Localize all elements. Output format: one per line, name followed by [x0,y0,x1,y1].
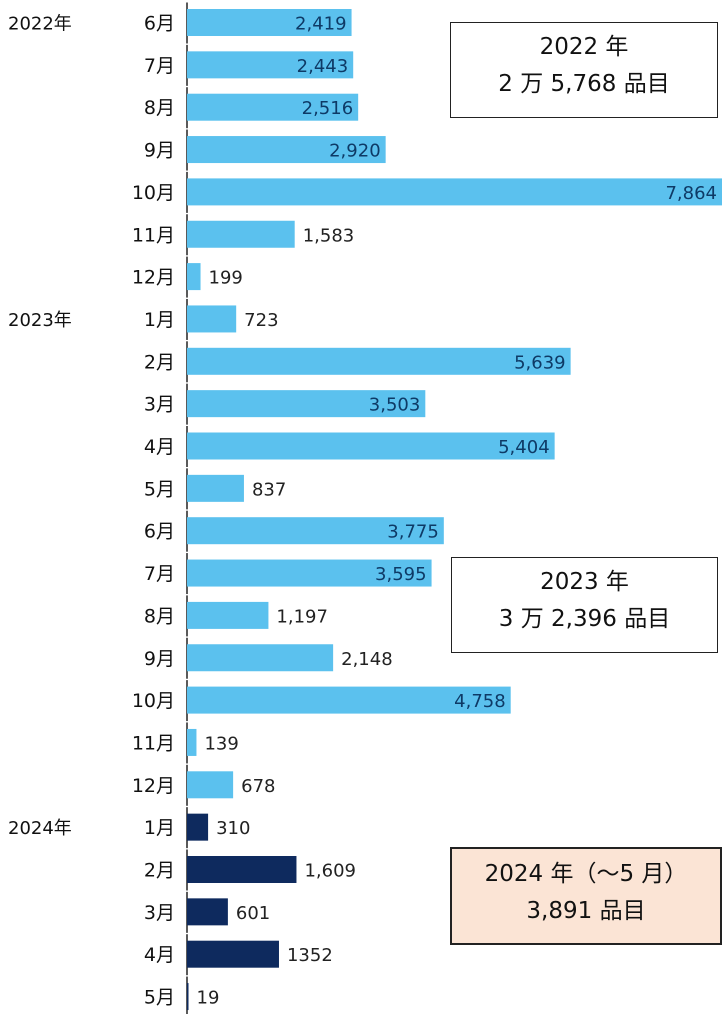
data-label: 723 [244,310,278,331]
bar [187,220,295,248]
bar [187,474,244,502]
data-label: 1,197 [276,606,328,627]
summary-2024-total: 3,891 品目 [526,898,646,924]
data-label: 1,583 [303,225,355,246]
bar [187,9,352,36]
month-label: 10月 [132,182,175,204]
month-label: 8月 [144,97,175,119]
summary-2022-year: 2022 年 [539,34,629,60]
bar [187,93,359,121]
month-label: 7月 [144,563,175,585]
month-label: 6月 [144,13,175,35]
year-label: 2023年 [8,310,72,331]
summary-2024-year: 2024 年（～5 月） [484,861,688,887]
month-label: 11月 [132,224,175,246]
summary-box-2023: 2023 年 3 万 2,396 品目 [451,557,718,653]
data-label: 5,404 [498,437,550,458]
data-label: 310 [216,818,250,839]
data-label: 3,775 [387,522,439,543]
data-label: 3,595 [375,564,427,585]
summary-2023-year: 2023 年 [540,569,629,595]
bar [187,136,386,164]
data-label: 678 [241,776,275,797]
bar [187,686,511,714]
data-label: 199 [209,268,243,289]
summary-box-2024: 2024 年（～5 月） 3,891 品目 [450,847,722,945]
data-label: 4,758 [454,691,506,712]
data-label: 2,148 [341,649,393,670]
year-label: 2022年 [8,14,72,35]
bar [187,813,209,841]
bar [187,601,269,629]
summary-box-2022: 2022 年 2 万 5,768 品目 [450,22,718,118]
data-label: 7,864 [665,183,717,204]
bar [187,898,228,926]
bar [187,728,197,756]
month-label: 4月 [144,436,175,458]
month-label: 7月 [144,55,175,77]
bar [187,856,297,883]
data-label: 19 [197,988,220,1009]
data-label: 2,443 [297,56,349,77]
bar [187,305,237,333]
month-label: 8月 [144,605,175,627]
month-label: 3月 [144,394,175,416]
month-label: 11月 [132,732,175,754]
month-label: 6月 [144,521,175,543]
month-label: 2月 [144,351,175,373]
bar [187,51,354,79]
bar [187,940,279,968]
month-label: 1月 [144,309,175,331]
data-label: 1352 [287,945,333,966]
bar [187,559,432,587]
data-label: 2,516 [302,98,354,119]
month-label: 12月 [132,267,175,289]
data-label: 3,503 [369,395,421,416]
month-label: 10月 [132,690,175,712]
bar [187,771,234,799]
bar [187,347,571,375]
month-label: 9月 [144,140,175,162]
month-label: 1月 [144,817,175,839]
month-label: 12月 [132,775,175,797]
month-label: 2月 [144,860,175,882]
data-label: 139 [204,733,238,754]
month-label: 4月 [144,944,175,966]
year-label: 2024年 [8,818,72,839]
summary-2023-total: 3 万 2,396 品目 [498,606,671,632]
month-label: 3月 [144,902,175,924]
data-label: 601 [236,903,270,924]
bar [187,432,555,460]
month-label: 5月 [144,478,175,500]
summary-2022-total: 2 万 5,768 品目 [498,71,670,97]
bar [187,983,189,1011]
month-label: 9月 [144,648,175,670]
data-label: 1,609 [304,861,356,882]
data-label: 2,920 [329,141,381,162]
bar [187,178,722,206]
data-label: 2,419 [295,14,347,35]
data-label: 837 [252,479,286,500]
data-label: 5,639 [514,352,566,373]
bar [187,390,426,418]
bar [187,263,201,291]
month-label: 5月 [144,987,175,1009]
bar [187,517,444,545]
bar [187,644,334,672]
